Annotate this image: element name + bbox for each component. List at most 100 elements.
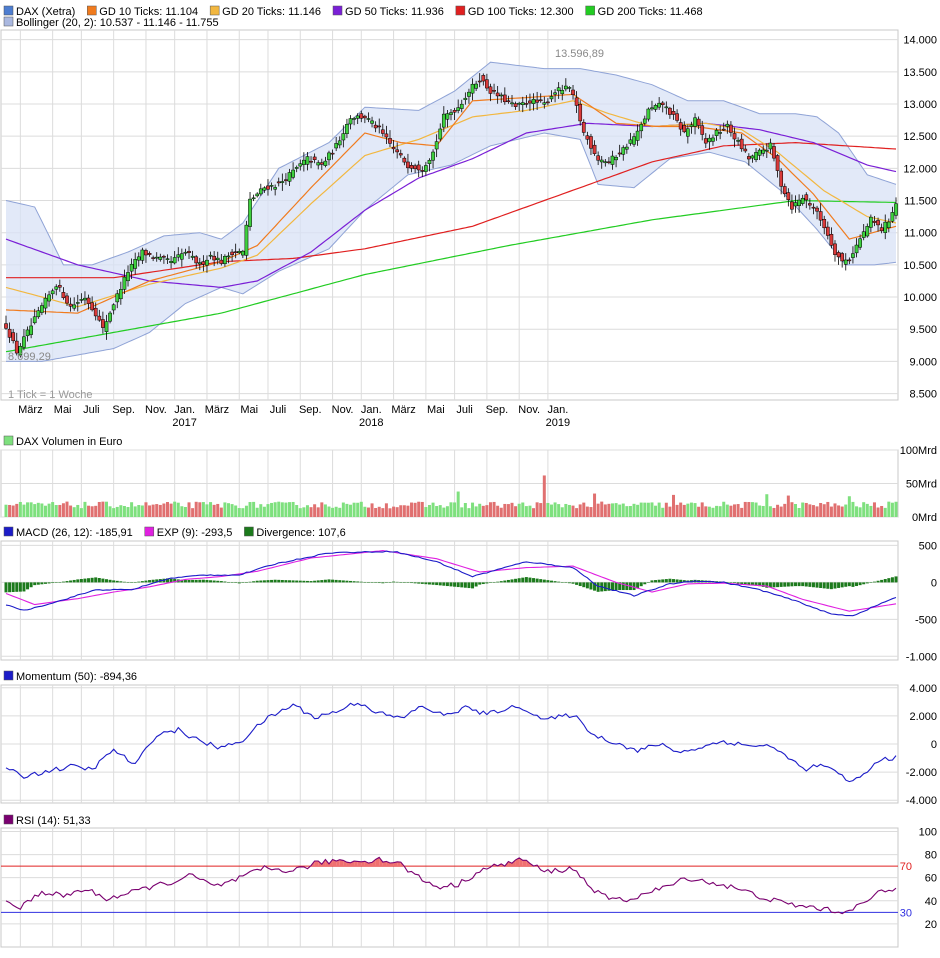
candle-body — [571, 89, 575, 96]
divergence-bar — [155, 579, 159, 583]
divergence-bar — [280, 579, 284, 583]
candle-body — [869, 216, 873, 228]
divergence-bar — [646, 582, 650, 583]
candle-body — [431, 151, 435, 161]
divergence-bar — [18, 582, 22, 592]
candle-body — [725, 123, 730, 127]
divergence-bar — [560, 582, 564, 583]
divergence-bar — [750, 582, 754, 586]
volume-bar — [750, 502, 754, 517]
macd-tick-label: 0 — [931, 577, 937, 589]
divergence-bar — [427, 582, 431, 585]
volume-bar — [51, 502, 55, 517]
volume-bar — [216, 503, 220, 517]
divergence-bar — [381, 582, 385, 584]
divergence-bar — [488, 582, 492, 583]
divergence-bar — [122, 581, 126, 583]
volume-bar — [481, 505, 485, 517]
macd-signal-line — [5, 550, 897, 612]
candle-body — [463, 97, 468, 100]
candle-body — [47, 294, 51, 302]
volume-bar — [725, 504, 729, 517]
candle-body — [815, 207, 819, 212]
volume-bar — [302, 507, 306, 517]
bollinger-lower — [6, 132, 897, 362]
volume-bar — [557, 504, 561, 517]
divergence-bar — [783, 582, 787, 587]
volume-bar — [47, 503, 51, 517]
volume-bar — [402, 505, 406, 517]
volume-bar — [176, 502, 180, 517]
candle-body — [298, 163, 303, 167]
candle-body — [653, 105, 658, 110]
candle-body — [657, 102, 661, 108]
divergence-bar — [481, 582, 485, 585]
candle-body — [865, 226, 870, 237]
rsi-line — [5, 856, 897, 915]
volume-bar — [815, 506, 819, 517]
volume-bar — [76, 504, 80, 517]
candle-body — [592, 144, 597, 154]
candle-body — [251, 197, 256, 200]
candle-body — [183, 251, 188, 254]
divergence-bar — [40, 582, 44, 585]
volume-bar — [323, 504, 327, 517]
candle-body — [808, 203, 812, 206]
volume-bar — [209, 502, 213, 517]
rsi-overbought-segment — [350, 861, 355, 867]
divergence-bar — [22, 582, 26, 592]
volume-bar — [427, 504, 431, 517]
candle-body — [144, 250, 148, 256]
volume-bar — [61, 503, 65, 517]
candle-body — [825, 226, 830, 236]
x-month-label: Nov. — [145, 404, 167, 416]
divergence-bar — [661, 579, 665, 583]
divergence-bar — [36, 582, 40, 585]
divergence-bar — [270, 579, 274, 583]
volume-bar — [345, 503, 349, 517]
volume-bar — [180, 506, 184, 517]
divergence-bar — [252, 581, 256, 583]
legend-entry: GD 100 Ticks: 12.300 — [468, 6, 574, 18]
x-year-label: 2019 — [546, 417, 570, 429]
candle-body — [434, 141, 439, 150]
volume-bar — [650, 502, 654, 517]
volume-bar — [614, 503, 618, 517]
volume-bar — [87, 505, 91, 517]
divergence-bar — [865, 582, 869, 584]
candle-body — [718, 132, 723, 134]
divergence-bar — [255, 580, 259, 583]
volume-bar — [399, 505, 403, 517]
volume-bar — [564, 503, 568, 517]
candle-body — [635, 130, 640, 141]
divergence-bar — [388, 582, 392, 583]
candle-body — [154, 256, 159, 259]
candle-body — [894, 203, 898, 216]
volume-bar — [707, 506, 711, 517]
volume-bar — [284, 502, 288, 517]
candle-body — [510, 102, 514, 105]
volume-bar — [471, 502, 475, 517]
candle-body — [122, 276, 127, 290]
divergence-bar — [223, 581, 227, 583]
candle-body — [772, 146, 776, 159]
volume-bar — [847, 496, 851, 517]
divergence-bar — [542, 579, 546, 583]
x-month-label: Mai — [54, 404, 72, 416]
volume-bar — [417, 501, 421, 517]
volume-bar — [420, 501, 424, 517]
divergence-bar — [524, 577, 528, 583]
candle-body — [40, 305, 44, 313]
macd-tick-label: 500 — [919, 540, 937, 552]
divergence-bar — [119, 581, 123, 583]
candle-body — [43, 297, 48, 309]
divergence-bar — [754, 582, 758, 586]
candle-body — [689, 124, 694, 127]
volume-bar — [704, 506, 708, 517]
candle-body — [291, 169, 295, 178]
volume-bar — [384, 503, 388, 517]
divergence-bar — [546, 580, 550, 583]
divergence-bar — [244, 582, 248, 583]
volume-bar — [539, 503, 543, 517]
